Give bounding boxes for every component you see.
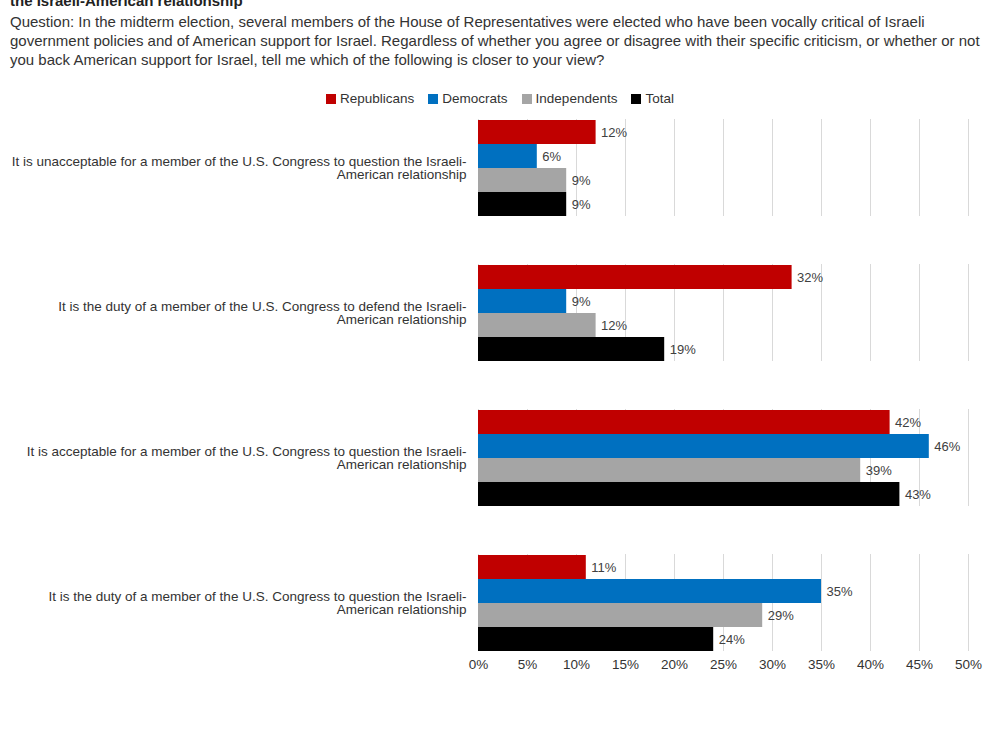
svg-text:6%: 6%: [542, 149, 561, 164]
svg-text:20%: 20%: [661, 657, 688, 672]
svg-text:0%: 0%: [469, 657, 489, 672]
svg-text:29%: 29%: [768, 608, 794, 623]
html-text:Democrats: Democrats: [442, 91, 508, 106]
svg-text:39%: 39%: [866, 463, 892, 478]
svg-text:45%: 45%: [906, 657, 933, 672]
svg-text:12%: 12%: [601, 125, 627, 140]
svg-text:10%: 10%: [563, 657, 590, 672]
html-text:Total: Total: [645, 91, 674, 106]
svg-text:9%: 9%: [572, 197, 591, 212]
svg-text:11%: 11%: [591, 560, 616, 575]
svg-text:32%: 32%: [797, 270, 823, 285]
svg-text:9%: 9%: [572, 173, 591, 188]
html-text:Republicans: Republicans: [340, 91, 415, 106]
svg-text:12%: 12%: [601, 318, 627, 333]
svg-text:35%: 35%: [808, 657, 835, 672]
svg-text:42%: 42%: [895, 415, 921, 430]
svg-text:40%: 40%: [857, 657, 884, 672]
svg-text:43%: 43%: [905, 487, 931, 502]
svg-text:46%: 46%: [934, 439, 960, 454]
svg-text:5%: 5%: [518, 657, 538, 672]
svg-text:19%: 19%: [670, 342, 696, 357]
svg-text:25%: 25%: [710, 657, 737, 672]
svg-text:It is acceptable for a member: It is acceptable for a member of the U.S…: [27, 444, 467, 473]
svg-text:15%: 15%: [612, 657, 639, 672]
svg-text:It is unacceptable for a membe: It is unacceptable for a member of the U…: [12, 154, 467, 183]
svg-text:24%: 24%: [719, 632, 745, 647]
svg-text:It is the duty of a member of: It is the duty of a member of the U.S. C…: [49, 589, 467, 618]
html-text:Question: In the midterm elect: Question: In the midterm election, sever…: [10, 13, 980, 68]
svg-text:30%: 30%: [759, 657, 786, 672]
svg-text:9%: 9%: [572, 294, 591, 309]
svg-text:It is the duty of a member of: It is the duty of a member of the U.S. C…: [58, 299, 466, 328]
svg-text:50%: 50%: [955, 657, 982, 672]
svg-text:35%: 35%: [827, 584, 853, 599]
html-text:Independents: Independents: [535, 91, 618, 106]
